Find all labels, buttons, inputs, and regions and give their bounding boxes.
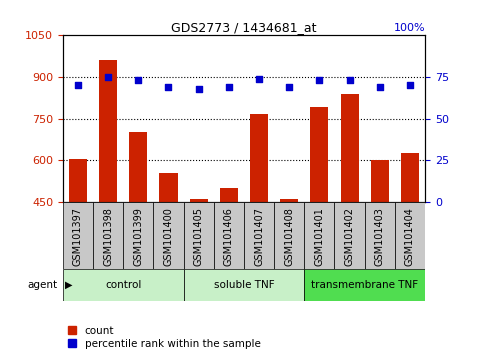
Text: GSM101408: GSM101408: [284, 207, 294, 266]
Text: soluble TNF: soluble TNF: [213, 280, 274, 290]
Bar: [244, 202, 274, 269]
Bar: [184, 269, 304, 301]
Legend: count, percentile rank within the sample: count, percentile rank within the sample: [68, 326, 260, 349]
Point: [255, 76, 263, 81]
Bar: [250, 114, 268, 202]
Point: [346, 78, 354, 83]
Point: [406, 82, 414, 88]
Title: GDS2773 / 1434681_at: GDS2773 / 1434681_at: [171, 21, 317, 34]
Bar: [365, 202, 395, 269]
Text: GSM101397: GSM101397: [73, 207, 83, 266]
Text: GSM101403: GSM101403: [375, 207, 385, 266]
Bar: [154, 202, 184, 269]
Bar: [274, 202, 304, 269]
Text: transmembrane TNF: transmembrane TNF: [311, 280, 418, 290]
Bar: [123, 202, 154, 269]
Text: GSM101407: GSM101407: [254, 207, 264, 266]
Text: GSM101398: GSM101398: [103, 207, 113, 266]
Point: [165, 84, 172, 90]
Text: GSM101402: GSM101402: [344, 207, 355, 266]
Point: [104, 74, 112, 80]
Point: [74, 82, 82, 88]
Bar: [341, 93, 358, 202]
Bar: [304, 202, 334, 269]
Bar: [63, 202, 93, 269]
Point: [134, 78, 142, 83]
Bar: [184, 202, 213, 269]
Text: GSM101399: GSM101399: [133, 207, 143, 266]
Bar: [69, 159, 87, 202]
Point: [195, 86, 202, 91]
Bar: [304, 269, 425, 301]
Text: GSM101406: GSM101406: [224, 207, 234, 266]
Text: 100%: 100%: [394, 23, 425, 33]
Bar: [334, 202, 365, 269]
Point: [376, 84, 384, 90]
Bar: [401, 153, 419, 202]
Bar: [189, 199, 208, 202]
Text: agent: agent: [28, 280, 58, 290]
Text: GSM101404: GSM101404: [405, 207, 415, 266]
Bar: [395, 202, 425, 269]
Text: GSM101401: GSM101401: [314, 207, 325, 266]
Text: GSM101405: GSM101405: [194, 207, 204, 266]
Bar: [129, 132, 147, 202]
Point: [225, 84, 233, 90]
Bar: [63, 269, 184, 301]
Point: [315, 78, 323, 83]
Text: ▶: ▶: [65, 280, 72, 290]
Bar: [99, 60, 117, 202]
Bar: [213, 202, 244, 269]
Text: GSM101400: GSM101400: [163, 207, 173, 266]
Bar: [93, 202, 123, 269]
Bar: [311, 108, 328, 202]
Bar: [371, 160, 389, 202]
Point: [285, 84, 293, 90]
Text: control: control: [105, 280, 142, 290]
Bar: [220, 188, 238, 202]
Bar: [159, 173, 178, 202]
Bar: [280, 199, 298, 202]
